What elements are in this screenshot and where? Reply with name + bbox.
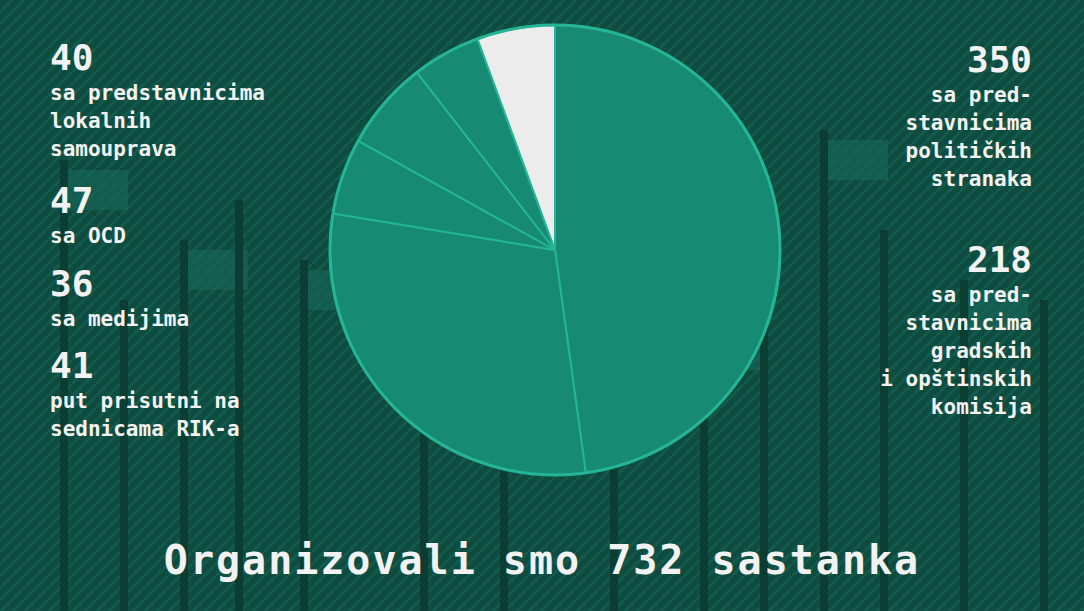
category-label-line: put prisutni na [50,389,240,413]
pie-slice [330,213,586,475]
category-label-line: sa predstavnicima [50,81,265,105]
data-label: 218 [967,239,1032,280]
data-label: 47 [50,180,93,221]
category-label: sa pred-stavnicima gradskih i opštinskih ko… [880,283,1032,419]
category-label-line: komisija [931,395,1032,419]
pie-slice [555,25,780,473]
category-label-line: samouprava [50,137,176,161]
title: Organizovali smo 732 sastanka [164,537,920,583]
category-label-line: lokalnih [50,109,151,133]
pie-outline [330,25,780,475]
category-label-line: sednicama RIK-a [50,417,240,441]
data-label: 41 [50,345,93,386]
pie-slice [477,25,555,250]
pie [330,25,780,475]
category-label: put prisutni na sednicama RIK-a [50,389,240,441]
category-label: sa pred-stavnicima političkih stranaka [906,83,1032,191]
category-label-line: sa pred- [931,83,1032,107]
category-label-line: sa pred- [931,283,1032,307]
data-label: 36 [50,263,93,304]
category-label: sa predstavnicima lokalnih samouprava [50,81,265,161]
labels: 350 sa pred-stavnicima političkih stranaka 2… [50,37,1032,441]
background [0,0,1084,611]
category-label-line: sa medijima [50,307,189,331]
data-label: 350 [967,39,1032,80]
category-label-line: političkih [906,139,1032,163]
pole [120,300,128,611]
flag [828,140,888,180]
category-label-line: sa OCD [50,224,126,248]
category-label-line: stranaka [931,167,1032,191]
category-label-line: stavnicima [906,311,1032,335]
category-label-line: i opštinskih [880,367,1032,391]
category-label: sa OCD [50,224,126,248]
data-label: 40 [50,37,93,78]
chart: 350 sa pred-stavnicima političkih stranaka 2… [0,0,1084,611]
category-label-line: gradskih [931,339,1032,363]
pole [1040,300,1048,611]
category-label: sa medijima [50,307,189,331]
category-label-line: stavnicima [906,111,1032,135]
